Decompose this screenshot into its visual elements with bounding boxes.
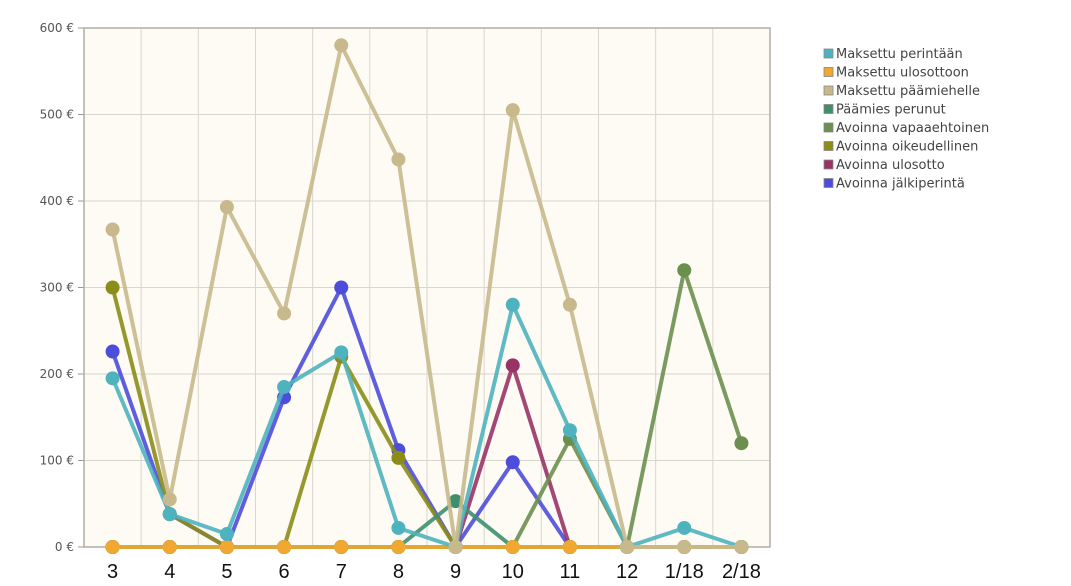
data-point [734, 540, 749, 554]
data-point [277, 306, 292, 321]
y-tick-label: 300 € [40, 281, 74, 295]
legend-swatch [823, 85, 834, 96]
data-point [277, 379, 292, 394]
legend-swatch [823, 178, 834, 188]
data-point [562, 297, 577, 312]
series-line [110, 43, 744, 549]
legend-swatch [823, 104, 834, 114]
data-point [677, 540, 692, 554]
x-tick-label: 12 [616, 561, 638, 583]
data-point [677, 520, 692, 535]
data-point [219, 200, 234, 215]
data-point [219, 527, 234, 542]
data-point [334, 38, 349, 53]
data-point [391, 450, 406, 465]
legend-label: Maksettu ulosottoon [836, 66, 969, 81]
data-point [105, 344, 120, 359]
legend-label: Avoinna ulosotto [836, 158, 945, 173]
data-point [734, 436, 749, 451]
data-point [162, 507, 177, 522]
data-point [334, 345, 349, 360]
data-point [105, 371, 120, 386]
legend-label: Maksettu päämiehelle [836, 84, 980, 99]
legend-swatch [823, 141, 834, 151]
data-point [505, 103, 520, 118]
data-point [505, 540, 520, 554]
legend-swatch [823, 67, 834, 77]
data-point [391, 520, 406, 535]
x-tick-label: 10 [502, 561, 524, 583]
x-tick-label: 5 [221, 561, 232, 583]
y-tick-label: 400 € [40, 194, 74, 208]
data-point [277, 540, 292, 554]
x-tick-label: 7 [336, 561, 347, 583]
data-point [677, 263, 692, 278]
data-point [562, 423, 577, 438]
data-point [505, 455, 520, 470]
legend-label: Maksettu perintään [836, 47, 963, 62]
y-tick-label: 500 € [40, 108, 74, 122]
data-point [334, 540, 349, 554]
x-tick-label: 11 [560, 561, 581, 583]
data-point [219, 540, 234, 554]
data-point [162, 492, 177, 507]
data-point [505, 358, 520, 373]
legend-swatch [823, 159, 834, 170]
y-tick-label: 0 € [55, 540, 74, 554]
data-point [105, 280, 120, 295]
series-line [110, 302, 744, 549]
y-tick-label: 600 € [40, 21, 74, 35]
data-point [334, 280, 349, 295]
data-point [105, 222, 120, 237]
x-tick-label: 3 [107, 561, 118, 583]
data-point [505, 297, 520, 312]
y-tick-label: 100 € [40, 454, 74, 468]
data-point [105, 540, 120, 554]
x-tick-label: 9 [450, 561, 461, 583]
y-tick-label: 200 € [40, 367, 74, 381]
x-tick-label: 4 [164, 561, 175, 583]
data-point [391, 540, 406, 554]
data-point [162, 540, 177, 554]
data-point [562, 540, 577, 554]
legend-swatch [823, 122, 834, 133]
data-point [391, 152, 406, 167]
data-point [448, 540, 463, 554]
legend-label: Avoinna vapaaehtoinen [836, 121, 989, 136]
x-tick-label: 6 [279, 561, 290, 583]
data-point [620, 540, 635, 554]
x-tick-label: 8 [393, 561, 404, 583]
legend-label: Päämies perunut [836, 103, 946, 118]
x-tick-label: 1/18 [665, 561, 704, 583]
legend-swatch [823, 48, 834, 59]
legend-label: Avoinna jälkiperintä [836, 177, 965, 192]
x-tick-label: 2/18 [722, 561, 761, 583]
legend-label: Avoinna oikeudellinen [836, 140, 978, 155]
